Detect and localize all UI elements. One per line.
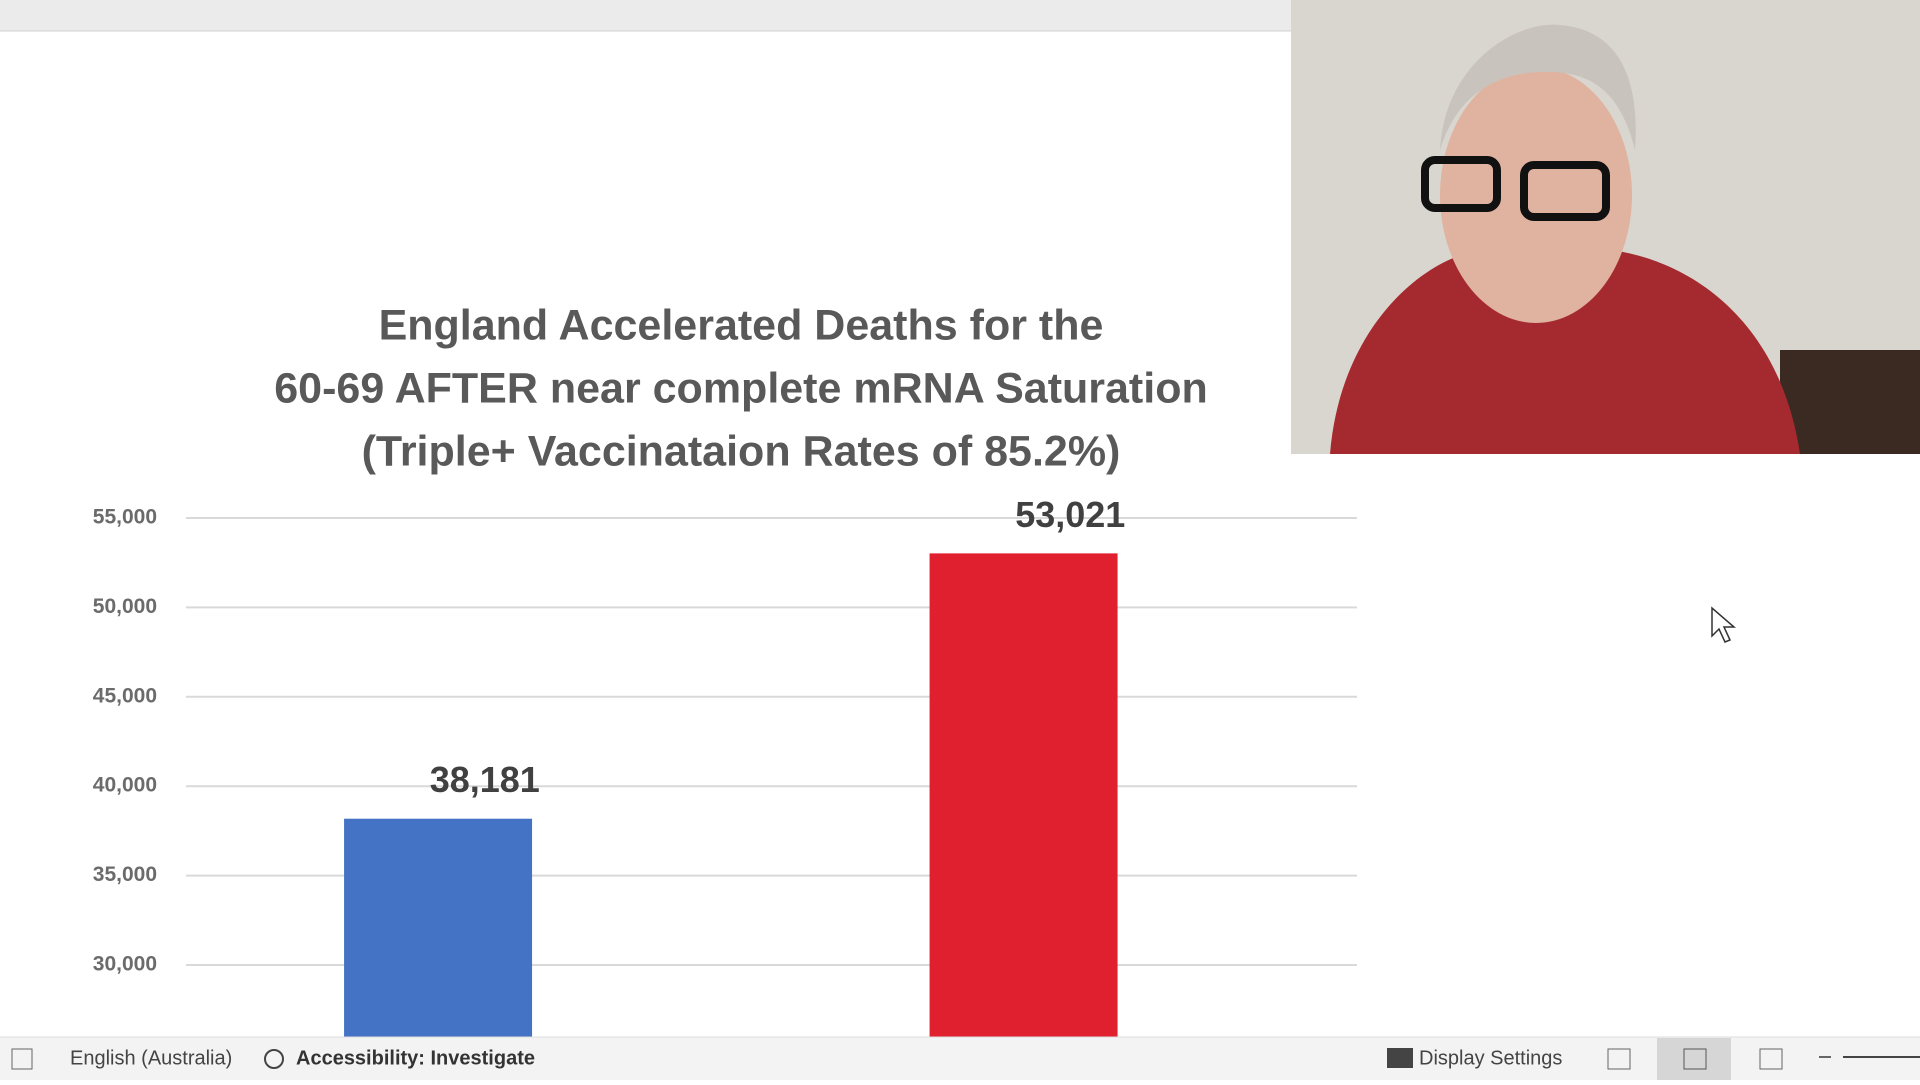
- mouse-cursor: [1711, 606, 1737, 643]
- display-icon[interactable]: [1387, 1048, 1413, 1068]
- face: [1440, 67, 1632, 323]
- ribbon-edge: [0, 0, 1291, 31]
- y-tick-label: 40,000: [93, 774, 157, 797]
- webcam: [1291, 0, 1920, 454]
- chart-title: (Triple+ Vaccinataion Rates of 85.2%): [362, 427, 1121, 475]
- accessibility-status[interactable]: Accessibility: Investigate: [296, 1047, 535, 1069]
- bar: [344, 818, 533, 1037]
- chart: England Accelerated Deaths for the 60-69 …: [93, 301, 1357, 1037]
- bar: [929, 553, 1118, 1037]
- display-settings[interactable]: Display Settings: [1419, 1047, 1562, 1069]
- glasses-left: [1421, 156, 1501, 212]
- shirt: [1330, 250, 1800, 454]
- y-tick-label: 30,000: [93, 953, 157, 976]
- print-layout-selected[interactable]: [1657, 1038, 1731, 1080]
- language[interactable]: English (Australia): [70, 1047, 232, 1069]
- sofa: [1780, 350, 1920, 454]
- accessibility-icon[interactable]: [264, 1049, 284, 1069]
- read-mode[interactable]: [1607, 1048, 1631, 1070]
- data-label: 53,021: [1015, 494, 1125, 535]
- print-layout[interactable]: [1683, 1048, 1707, 1070]
- page-icon[interactable]: [11, 1048, 33, 1070]
- data-label: 38,181: [430, 759, 540, 800]
- y-tick-label: 55,000: [93, 506, 157, 529]
- glasses-right: [1520, 161, 1610, 221]
- web-layout[interactable]: [1759, 1048, 1783, 1070]
- chart-title: England Accelerated Deaths for the: [379, 301, 1104, 349]
- y-tick-label: 50,000: [93, 595, 157, 618]
- y-tick-label: 35,000: [93, 863, 157, 886]
- hair: [1440, 24, 1636, 150]
- status-bar: [0, 1037, 1920, 1080]
- chart-title: 60-69 AFTER near complete mRNA Saturatio…: [274, 364, 1207, 412]
- y-tick-label: 45,000: [93, 684, 157, 707]
